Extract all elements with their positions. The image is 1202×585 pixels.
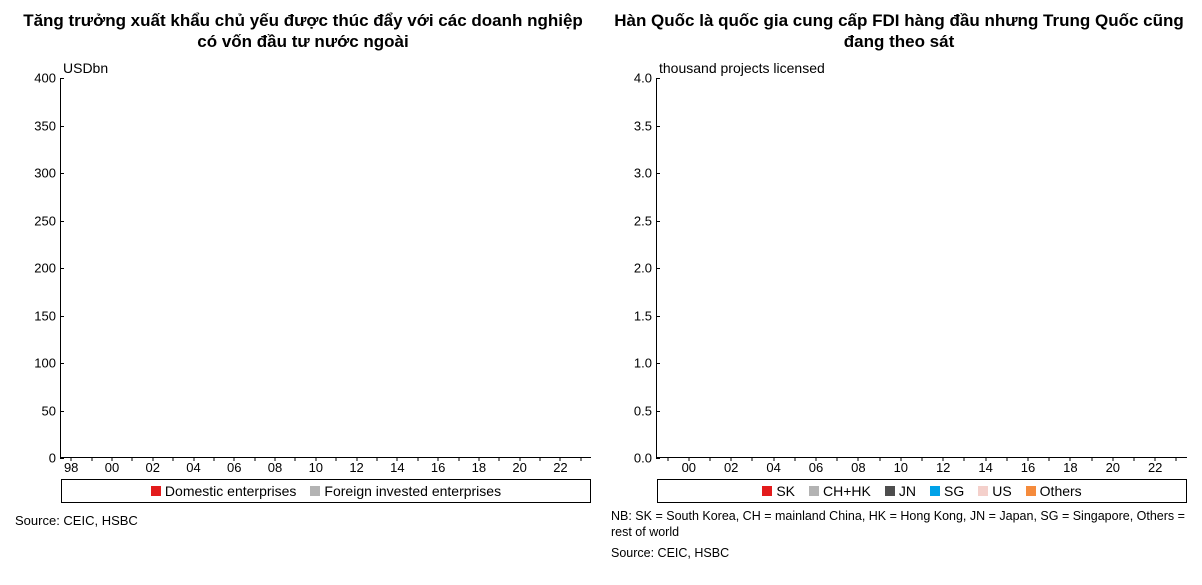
legend-swatch	[762, 486, 772, 496]
chart1-plot-area: 050100150200250300350400	[15, 78, 591, 458]
y-tick-label: 1.0	[634, 356, 652, 371]
x-tick-label: 10	[309, 460, 323, 475]
x-tick-label: 20	[512, 460, 526, 475]
chart2-title: Hàn Quốc là quốc gia cung cấp FDI hàng đ…	[611, 10, 1187, 54]
x-tick-label: 02	[724, 460, 738, 475]
legend-label: Foreign invested enterprises	[324, 483, 501, 499]
x-tick-label: 14	[390, 460, 404, 475]
x-tick-label: 12	[349, 460, 363, 475]
legend-label: Domestic enterprises	[165, 483, 297, 499]
legend-label: JN	[899, 483, 916, 499]
y-tick-label: 150	[34, 308, 56, 323]
y-tick-label: 50	[42, 403, 56, 418]
x-tick-label: 06	[227, 460, 241, 475]
y-tick-label: 100	[34, 356, 56, 371]
legend-label: SK	[776, 483, 795, 499]
legend-swatch	[930, 486, 940, 496]
y-tick-label: 3.5	[634, 118, 652, 133]
x-tick-label: 98	[64, 460, 78, 475]
chart2-legend: SK CH+HK JN SG US Others	[657, 479, 1187, 503]
x-tick-label: 14	[978, 460, 992, 475]
chart2-x-axis: 00 02 04 06 08 10 12 14 16 18 20 22	[657, 458, 1187, 476]
legend-swatch	[978, 486, 988, 496]
legend-swatch	[151, 486, 161, 496]
x-tick-label: 20	[1106, 460, 1120, 475]
chart2-plot	[657, 78, 1187, 458]
chart1-plot	[61, 78, 591, 458]
x-tick-label: 08	[851, 460, 865, 475]
x-tick-label: 02	[145, 460, 159, 475]
y-tick-label: 0.5	[634, 403, 652, 418]
chart2-plot-area: 0.00.51.01.52.02.53.03.54.0	[611, 78, 1187, 458]
legend-swatch	[809, 486, 819, 496]
chart1-y-axis: 050100150200250300350400	[15, 78, 61, 458]
legend-swatch	[310, 486, 320, 496]
y-tick-label: 2.0	[634, 261, 652, 276]
x-tick-label: 22	[1148, 460, 1162, 475]
legend-label: SG	[944, 483, 964, 499]
x-tick-label: 08	[268, 460, 282, 475]
y-tick-label: 2.5	[634, 213, 652, 228]
y-tick-label: 0	[49, 451, 56, 466]
x-tick-label: 04	[186, 460, 200, 475]
y-tick-label: 3.0	[634, 166, 652, 181]
x-tick-label: 22	[553, 460, 567, 475]
y-tick-label: 300	[34, 166, 56, 181]
chart2-note: NB: SK = South Korea, CH = mainland Chin…	[611, 509, 1187, 540]
chart-panel-2: Hàn Quốc là quốc gia cung cấp FDI hàng đ…	[611, 10, 1187, 575]
y-tick-label: 4.0	[634, 71, 652, 86]
x-tick-label: 06	[809, 460, 823, 475]
chart2-bars	[657, 78, 1187, 457]
legend-swatch	[885, 486, 895, 496]
legend-label: CH+HK	[823, 483, 871, 499]
x-tick-label: 16	[431, 460, 445, 475]
x-tick-label: 18	[1063, 460, 1077, 475]
y-tick-label: 200	[34, 261, 56, 276]
x-tick-label: 12	[936, 460, 950, 475]
legend-item: Domestic enterprises	[151, 483, 297, 499]
chart2-y-axis: 0.00.51.01.52.02.53.03.54.0	[611, 78, 657, 458]
legend-item: Others	[1026, 483, 1082, 499]
legend-item: SG	[930, 483, 964, 499]
chart-panel-1: Tăng trưởng xuất khẩu chủ yếu được thúc …	[15, 10, 591, 575]
legend-label: US	[992, 483, 1011, 499]
chart1-x-axis: 98 00 02 04 06 08 10 12 14 16 18 20 22	[61, 458, 591, 476]
x-tick-label: 16	[1021, 460, 1035, 475]
chart1-ylabel: USDbn	[63, 60, 591, 76]
x-tick-label: 18	[472, 460, 486, 475]
y-tick-label: 250	[34, 213, 56, 228]
y-tick-label: 400	[34, 71, 56, 86]
chart1-source: Source: CEIC, HSBC	[15, 513, 591, 528]
legend-item: CH+HK	[809, 483, 871, 499]
legend-item: US	[978, 483, 1011, 499]
y-tick-label: 1.5	[634, 308, 652, 323]
chart1-bars	[61, 78, 591, 457]
x-tick-label: 10	[894, 460, 908, 475]
chart2-source: Source: CEIC, HSBC	[611, 546, 1187, 562]
legend-swatch	[1026, 486, 1036, 496]
x-tick-label: 00	[682, 460, 696, 475]
x-tick-label: 00	[105, 460, 119, 475]
y-tick-label: 350	[34, 118, 56, 133]
legend-item: JN	[885, 483, 916, 499]
legend-label: Others	[1040, 483, 1082, 499]
legend-item: Foreign invested enterprises	[310, 483, 501, 499]
chart1-title: Tăng trưởng xuất khẩu chủ yếu được thúc …	[15, 10, 591, 54]
legend-item: SK	[762, 483, 795, 499]
y-tick-label: 0.0	[634, 451, 652, 466]
chart2-ylabel: thousand projects licensed	[659, 60, 1187, 76]
x-tick-label: 04	[766, 460, 780, 475]
chart1-legend: Domestic enterprises Foreign invested ent…	[61, 479, 591, 503]
